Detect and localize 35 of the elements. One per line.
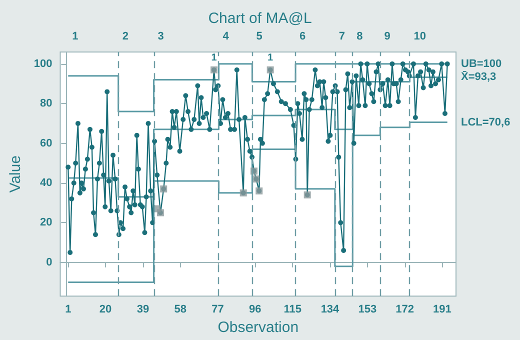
x-tick-label: 172 <box>396 304 414 316</box>
text: 10 <box>414 30 426 42</box>
text: 2 <box>122 30 128 42</box>
text: 9 <box>384 30 390 42</box>
x-tick-label: 96 <box>249 304 262 316</box>
annotation: 1 <box>268 52 274 64</box>
x-tick-label: 134 <box>320 304 340 316</box>
text: 1 <box>72 30 78 42</box>
y-tick-label: 100 <box>34 58 52 70</box>
x-tick-label: 191 <box>433 304 452 316</box>
annotation: 1 <box>211 52 218 64</box>
text: 7 <box>338 30 346 42</box>
chart-title: Chart of MA@L <box>208 10 312 27</box>
y-axis-title: Value <box>7 155 24 193</box>
text: 6 <box>300 30 306 42</box>
x-tick-label: 20 <box>99 304 112 316</box>
text: 5 <box>256 30 262 42</box>
x-tick-label: 58 <box>174 304 186 316</box>
annotation: X̄=93,3 <box>461 70 496 84</box>
annotation: UB=100 <box>461 58 502 70</box>
x-tick-label: 77 <box>212 304 224 316</box>
y-tick-label: 0 <box>46 256 52 268</box>
y-tick-label: 80 <box>40 98 52 110</box>
y-tick-label: 60 <box>40 137 52 150</box>
x-tick-label: 115 <box>284 304 302 316</box>
x-axis-title: Observation <box>218 319 299 336</box>
text: 3 <box>158 30 164 42</box>
x-tick-label: 1 <box>65 304 72 316</box>
x-tick-label: 39 <box>136 304 150 316</box>
text: 8 <box>356 30 363 42</box>
y-tick-label: 40 <box>40 176 52 189</box>
x-tick-label: 153 <box>358 304 377 316</box>
text: 4 <box>222 30 230 42</box>
y-tick-label: 20 <box>40 216 52 229</box>
annotation: LCL=70,6 <box>461 116 510 128</box>
